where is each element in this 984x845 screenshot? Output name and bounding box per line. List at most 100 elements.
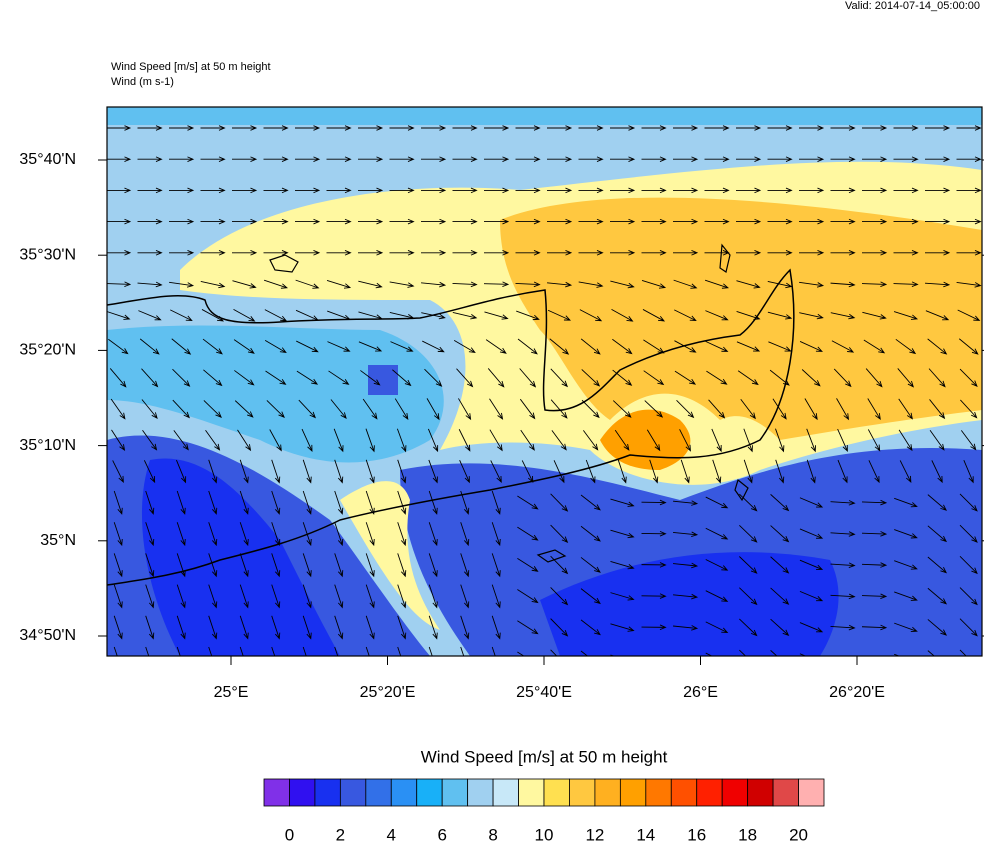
wind-arrow	[394, 398, 409, 421]
wind-arrow	[169, 125, 195, 131]
wind-arrow	[333, 428, 344, 453]
wind-arrow	[389, 218, 415, 225]
wind-arrow	[326, 280, 352, 289]
wind-arrow	[326, 187, 352, 194]
wind-arrow	[109, 368, 127, 388]
wind-arrow	[550, 399, 568, 419]
wind-arrow	[673, 187, 699, 194]
wind-arrow	[107, 281, 132, 287]
wind-arrow	[358, 341, 383, 352]
wind-arrow	[894, 529, 918, 539]
wind-arrow	[895, 338, 917, 355]
wind-arrow	[550, 555, 569, 575]
wind-arrow	[553, 460, 565, 484]
wind-arrow	[421, 250, 447, 256]
wind-arrow	[740, 398, 756, 420]
wind-arrow	[145, 522, 155, 547]
wind-arrow	[358, 250, 384, 256]
wind-arrow	[643, 370, 665, 386]
wind-arrow	[208, 522, 218, 547]
wind-arrow	[830, 187, 856, 194]
map-title: Wind Speed [m/s] at 50 m height	[111, 61, 271, 73]
wind-arrow	[673, 125, 699, 131]
wind-arrow	[302, 522, 312, 547]
wind-arrow	[233, 308, 256, 322]
wind-arrow	[460, 646, 465, 656]
colorbar-box	[569, 778, 596, 807]
wind-arrow	[775, 459, 785, 484]
wind-arrow	[453, 339, 476, 354]
wind-arrow	[929, 429, 945, 451]
wind-arrow	[458, 429, 471, 452]
wind-arrow	[516, 310, 540, 321]
wind-arrow	[232, 218, 258, 225]
wind-arrow	[365, 428, 375, 453]
wind-arrow	[145, 553, 155, 578]
wind-arrow	[893, 281, 919, 287]
wind-arrow	[452, 156, 478, 162]
lat-label: 35°20'N	[19, 342, 76, 359]
wind-arrow	[397, 584, 407, 609]
wind-arrow	[580, 557, 601, 573]
wind-arrow	[547, 125, 573, 131]
wind-arrow	[302, 615, 312, 640]
colorbar-box	[263, 778, 290, 807]
wind-arrow	[208, 615, 218, 640]
wind-arrow	[674, 340, 697, 353]
wind-arrow	[459, 460, 470, 484]
wind-arrow	[390, 341, 414, 352]
wind-arrow	[837, 428, 848, 453]
wind-arrow	[113, 584, 123, 609]
wind-arrow	[799, 250, 825, 256]
wind-arrow	[837, 459, 848, 484]
wind-arrow	[487, 368, 505, 388]
wind-arrow	[704, 218, 730, 225]
wind-arrow	[898, 429, 913, 452]
wind-arrow	[334, 490, 344, 515]
wind-arrow	[736, 280, 761, 289]
wind-arrow	[520, 429, 535, 451]
colorbar-box	[289, 778, 316, 807]
wind-arrow	[580, 650, 589, 656]
wind-arrow	[138, 310, 162, 321]
wind-arrow	[736, 250, 762, 256]
wind-arrow	[610, 498, 635, 507]
wind-arrow	[326, 218, 352, 225]
wind-arrow	[830, 500, 856, 506]
wind-arrow	[705, 527, 729, 540]
wind-arrow	[862, 125, 888, 131]
wind-arrow	[705, 652, 713, 656]
wind-arrow	[799, 622, 824, 633]
wind-arrow	[396, 428, 407, 453]
wind-arrow	[208, 490, 218, 515]
wind-arrow	[428, 459, 438, 484]
wind-arrow	[176, 646, 181, 656]
wind-arrow	[806, 459, 816, 484]
wind-arrow	[641, 593, 667, 599]
wind-arrow	[549, 338, 570, 355]
wind-arrow	[137, 218, 163, 225]
coastline	[106, 268, 795, 586]
colorbar-box	[772, 778, 799, 807]
lon-label: 25°40'E	[516, 684, 572, 701]
wind-arrow	[641, 187, 667, 194]
wind-arrow	[107, 187, 132, 194]
wind-arrow	[578, 156, 604, 162]
wind-arrow	[489, 398, 504, 420]
wind-arrow	[739, 493, 758, 512]
wind-arrow	[421, 281, 447, 288]
wind-arrow	[767, 156, 793, 162]
colorbar-box	[747, 778, 774, 807]
wind-arrow	[581, 399, 600, 419]
colorbar-box	[721, 778, 749, 807]
wind-arrow	[963, 459, 974, 484]
colorbar-box	[798, 778, 825, 807]
wind-arrow	[830, 156, 856, 162]
wind-arrow	[169, 281, 195, 288]
wind-arrow	[232, 125, 258, 131]
wind-arrow	[113, 646, 118, 656]
wind-arrow	[202, 338, 223, 355]
wind-arrow	[141, 368, 159, 388]
wind-arrow	[200, 187, 226, 194]
wind-arrow	[767, 125, 793, 131]
